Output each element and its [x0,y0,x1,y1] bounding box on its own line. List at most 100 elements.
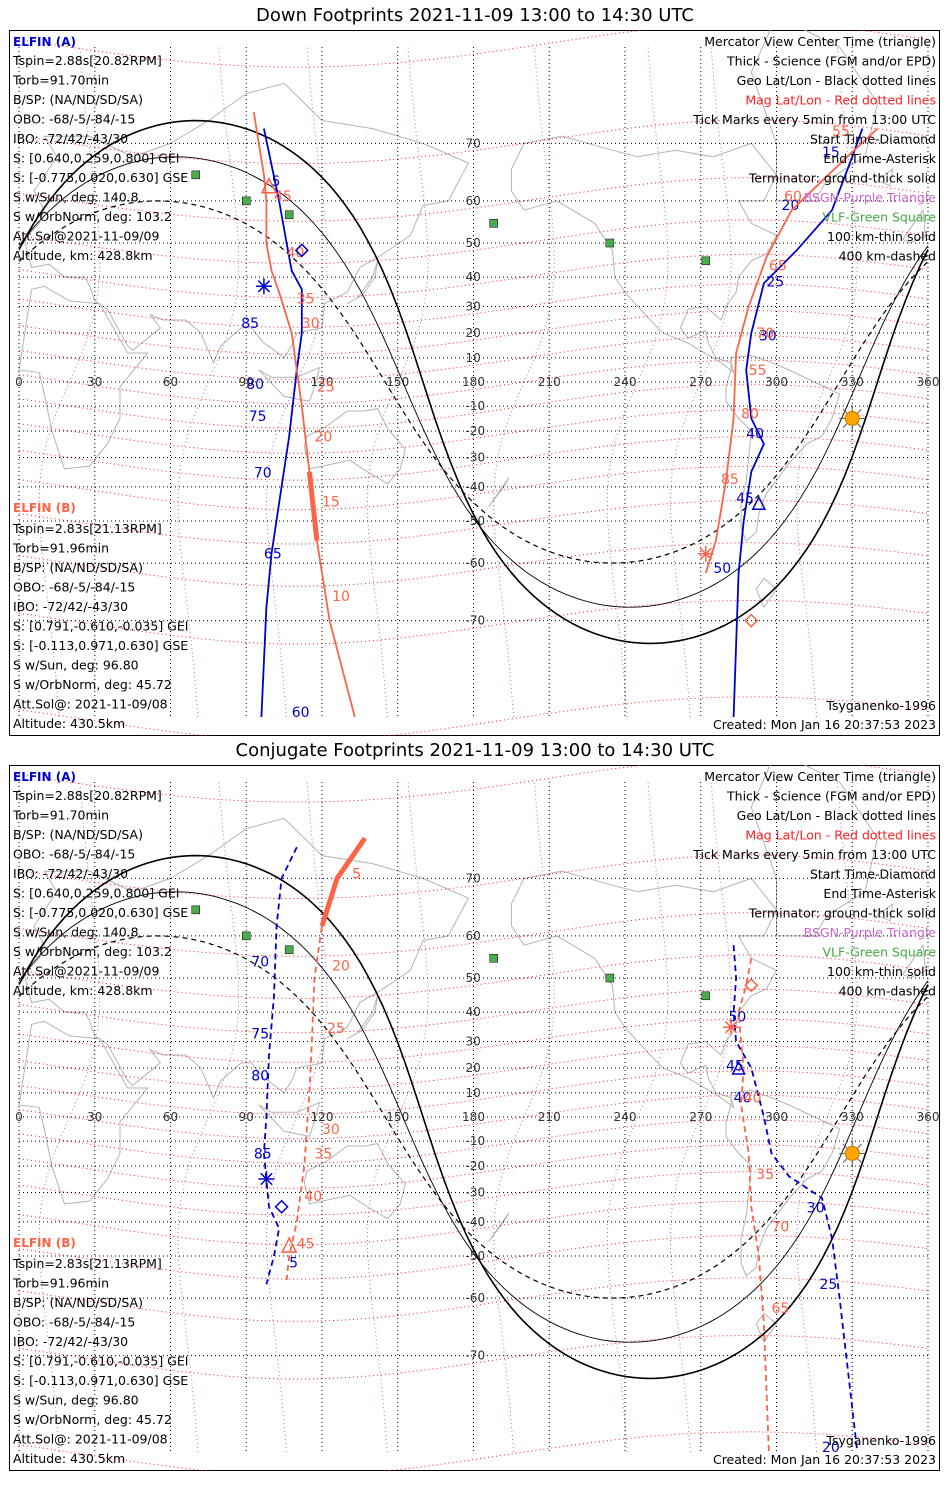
markers [258,978,759,1253]
coastline [258,366,321,402]
tick-labels: 0 30 60 90 120 150 180 210 240 270 300 330 360 -70 -60… [15,871,939,1362]
legend-item: End Time-Asterisk [823,886,936,901]
track-tick-label: 55 [749,363,767,379]
terminator-400km [18,935,929,1299]
elfin-a-track-0: 70 75 80 85 5 [251,846,298,1285]
mag-lat-line [18,954,929,999]
elfin-b-info-line: S w/Sun, deg: 96.80 [13,1393,139,1408]
coastline [902,208,927,244]
coastline [303,408,406,485]
track-tick-label: 15 [322,495,340,511]
track-tick-label: 20 [782,198,800,214]
coastline [755,577,778,609]
elfin-a-info-line: B/SP: (NA/ND/SD/SA) [13,827,143,842]
lat-tick-label: -70 [466,1349,486,1363]
elfin-a-info-line: S: [-0.775,0.020,0.630] GSE [13,170,188,185]
lat-tick-label: -70 [466,614,486,628]
lon-tick-label: 180 [462,1110,485,1124]
coastlines [18,30,927,609]
legend-item: Thick - Science (FGM and/or EPD) [726,54,936,69]
elfin-a-header: ELFIN (A) [13,770,76,784]
map-frame [9,30,940,736]
track-tick-label: 85 [254,1146,272,1162]
lat-tick-label: -60 [466,556,486,570]
map-frame [9,765,940,1471]
mag-lat-line [18,253,929,299]
mag-lat-line [18,912,929,957]
mag-lon-line [265,781,328,1453]
created-label: Created: Mon Jan 16 20:37:53 2023 [713,717,936,732]
track-tick-label: 5 [289,1256,298,1272]
lat-tick-label: -10 [466,399,486,413]
elfin-a-info-line: Att.Sol@2021-11-09/09 [13,964,159,979]
vlf-square [489,954,498,963]
lon-tick-label: 0 [15,375,23,389]
lon-tick-label: 150 [386,1110,409,1124]
legend-item: Mercator View Center Time (triangle) [704,769,936,784]
track-tick-label: 80 [246,377,264,393]
elfin-b-info-line: Att.Sol@: 2021-11-09/08 [13,1432,168,1447]
view-center-triangle-a [751,495,767,510]
track-tick-label: 75 [249,409,267,425]
legend-item: VLF-Green Square [822,945,936,960]
legend-item: Terminator: ground-thick solid [748,906,936,921]
down-footprints-title: Down Footprints 2021-11-09 13:00 to 14:3… [256,5,694,26]
elfin-b-info-line: IBO: -72/42/-43/30 [13,599,128,614]
elfin-b-track-3: 40 35 70 65 [737,958,789,1453]
coastline [750,765,879,937]
elfin-a-info-line: S: [-0.775,0.020,0.630] GSE [13,905,188,920]
elfin-a-info-line: S w/Sun, deg: 140.8 [13,925,139,940]
legend-item: VLF-Green Square [822,210,936,225]
mag-lon-line [366,46,429,718]
legend-item: Start Time-Diamond [810,132,936,147]
conjugate-footprints-map: 0 30 60 90 120 150 180 210 240 270 300 330 360 -70 -60… [9,765,940,1471]
end-asterisk [724,1021,738,1034]
coastline [902,943,927,979]
mag-lat-line [18,1045,929,1090]
elfin-b-header: ELFIN (B) [13,501,76,515]
lat-tick-label: -30 [466,451,486,465]
legend: Mercator View Center Time (triangle) Thic… [692,769,937,999]
track-tick-label: 20 [314,429,332,445]
elfin-b-info-line: S w/OrbNorm, deg: 45.72 [13,677,172,692]
track-tick-label: 75 [251,1027,269,1043]
model-label: Tsyganenko-1996 [825,698,936,713]
legend-item: Geo Lat/Lon - Black dotted lines [737,73,936,88]
view-center-triangle-b [260,177,278,194]
lat-tick-label: 30 [466,1034,481,1048]
track-tick-label: 60 [292,705,310,721]
elfin-a-info-line: Att.Sol@2021-11-09/09 [13,229,159,244]
view-center-triangle-b [280,1236,298,1253]
track-tick-label: 35 [314,1146,332,1162]
legend-item: Geo Lat/Lon - Black dotted lines [737,808,936,823]
end-asterisk [260,1172,273,1186]
lat-tick-label: 60 [466,929,481,943]
track-tick-label: 60 [784,189,802,205]
vlf-square [284,945,294,954]
elfin-b-info-line: S w/OrbNorm, deg: 45.72 [13,1412,172,1427]
elfin-a-info-line: Tspin=2.88s[20.82RPM] [12,53,162,68]
elfin-b-header: ELFIN (B) [13,1236,76,1250]
elfin-b-info-line: IBO: -72/42/-43/30 [13,1334,128,1349]
start-diamond [274,1199,289,1214]
coastline [18,1020,149,1205]
track-tick-label: 5 [352,866,361,882]
track-tick-label: 25 [317,380,335,396]
lon-tick-label: 360 [917,1110,940,1124]
terminator [18,854,929,1380]
elfin-a-info-line: S w/OrbNorm, deg: 103.2 [13,944,172,959]
sun-disk [844,410,860,426]
track-tick-label: 40 [734,1091,752,1107]
vlf-square [191,905,200,915]
lon-tick-label: 30 [87,375,102,389]
vlf-square [242,196,251,206]
elfin-a-info-line: Torb=91.70min [12,73,109,88]
coastline [755,1312,778,1344]
lon-tick-label: 300 [765,1110,788,1124]
mag-lon-line [38,781,101,1453]
vlf-square [605,238,615,248]
lat-tick-label: 60 [466,194,481,208]
mag-lat-line [18,765,929,803]
lon-tick-label: 210 [538,1110,561,1124]
coastline [876,902,894,922]
